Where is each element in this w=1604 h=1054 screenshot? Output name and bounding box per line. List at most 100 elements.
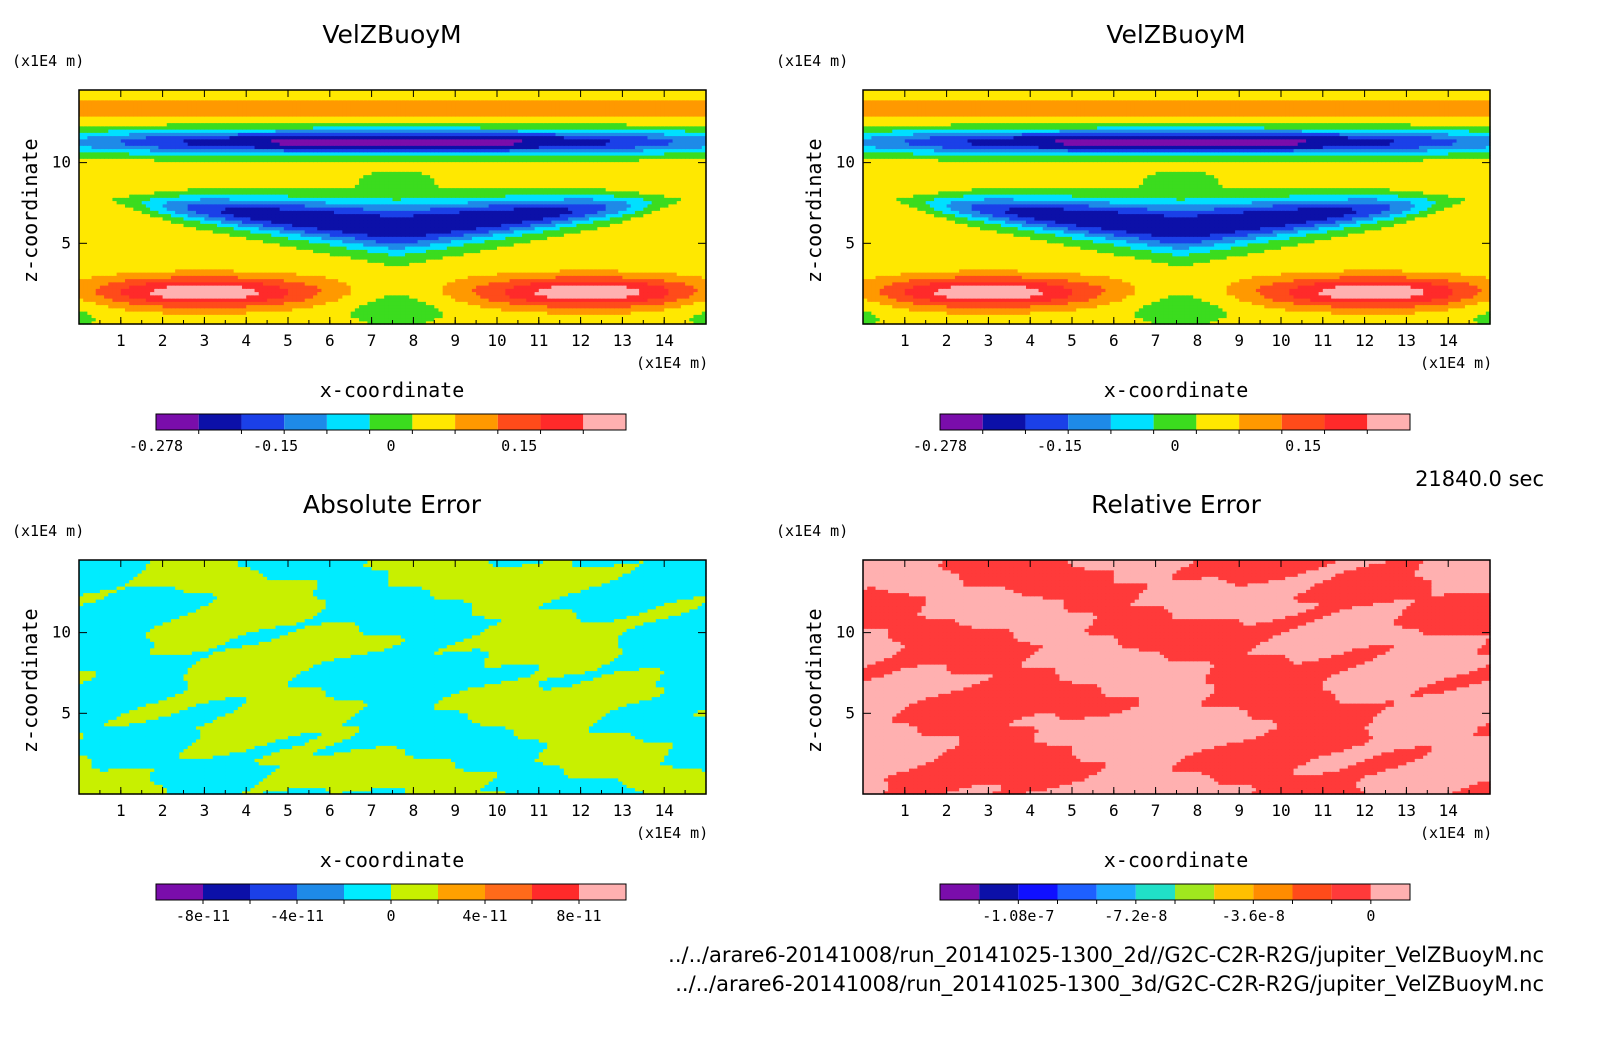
heatmap-cell [396,255,402,260]
heatmap-cell [154,278,160,283]
heatmap-cell [166,223,172,228]
heatmap-cell [405,275,410,280]
heatmap-cell [580,242,586,247]
heatmap-cell [175,226,180,231]
heatmap-cell [689,281,695,286]
heatmap-cell [542,249,548,254]
heatmap-cell [438,236,444,241]
heatmap-cell [258,259,264,263]
heatmap-cell [563,275,569,280]
heatmap-cell [296,314,302,319]
heatmap-cell [417,226,423,231]
heatmap-cell [492,294,498,299]
heatmap-cell [79,307,84,312]
heatmap-cell [166,252,172,257]
heatmap-cell [563,249,569,254]
heatmap-cell [639,320,644,325]
heatmap-cell [258,272,264,276]
heatmap-cell [417,259,423,263]
heatmap-cell [425,249,431,254]
heatmap-cell [463,317,469,322]
heatmap-cell [438,272,444,276]
heatmap-cell [216,223,222,228]
heatmap-cell [116,272,122,276]
heatmap-cell [79,236,84,241]
heatmap-cell [108,236,114,241]
heatmap-cell [233,298,239,302]
heatmap-cell [141,239,147,244]
heatmap-cell [409,272,414,276]
heatmap-cell [254,281,260,286]
heatmap-cell [522,317,527,322]
heatmap-cell [584,314,590,319]
heatmap-cell [99,259,105,263]
heatmap-cell [484,262,490,267]
heatmap-cell [442,216,448,221]
heatmap-cell [275,252,281,257]
heatmap-cell [279,242,285,247]
heatmap-cell [651,268,657,273]
heatmap-cell [338,236,343,241]
heatmap-cell [200,226,205,231]
heatmap-cell [129,249,134,254]
heatmap-cell [664,255,669,260]
heatmap-cell [233,265,239,270]
heatmap-cell [484,226,490,231]
heatmap-cell [175,255,180,260]
heatmap-cell [421,301,427,306]
heatmap-cell [484,320,490,325]
heatmap-cell [158,272,164,276]
heatmap-cell [463,291,469,296]
heatmap-cell [204,252,210,257]
heatmap-cell [267,246,272,250]
heatmap-cell [588,314,594,319]
heatmap-cell [480,285,486,289]
heatmap-cell [396,288,402,293]
heatmap-cell [647,291,653,296]
heatmap-cell [300,262,306,267]
heatmap-cell [254,291,260,296]
heatmap-cell [593,301,598,306]
heatmap-cell [459,236,465,241]
heatmap-cell [166,307,172,312]
heatmap-cell [79,246,84,250]
heatmap-cell [425,317,431,322]
heatmap-cell [200,314,205,319]
heatmap-cell [601,288,607,293]
heatmap-cell [233,275,239,280]
heatmap-cell [317,317,323,322]
heatmap-cell [375,294,381,299]
heatmap-cell [275,223,281,228]
heatmap-cell [145,249,151,254]
heatmap-cell [484,304,490,309]
heatmap-cell [371,236,377,241]
heatmap-cell [233,288,239,293]
heatmap-cell [651,242,657,247]
heatmap-cell [614,317,619,322]
heatmap-cell [455,233,460,237]
heatmap-cell [497,317,502,322]
heatmap-cell [104,252,109,257]
heatmap-cell [430,233,435,237]
heatmap-cell [672,268,678,273]
heatmap-cell [634,252,640,257]
heatmap-cell [246,255,251,260]
heatmap-cell [363,223,369,228]
heatmap-cell [379,317,385,322]
heatmap-cell [634,262,640,267]
heatmap-cell [187,265,193,270]
heatmap-cell [179,259,185,263]
heatmap-cell [576,259,582,263]
heatmap-cell [555,265,561,270]
heatmap-cell [112,262,118,267]
heatmap-cell [400,252,406,257]
heatmap-cell [304,255,310,260]
heatmap-cell [104,272,109,276]
heatmap-cell [584,239,590,244]
heatmap-cell [580,278,586,283]
heatmap-cell [409,311,414,315]
heatmap-cell [501,307,506,312]
heatmap-cell [442,285,448,289]
heatmap-cell [522,259,527,263]
heatmap-cell [689,294,695,299]
